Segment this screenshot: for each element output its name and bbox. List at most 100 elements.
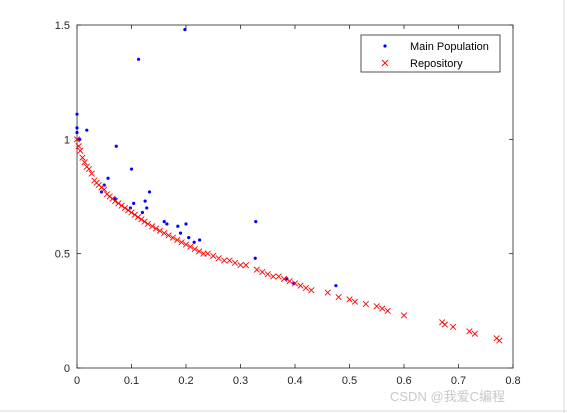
repository-point — [270, 273, 277, 280]
repository-point — [237, 261, 244, 269]
legend-box — [360, 34, 501, 73]
repository-point — [101, 186, 108, 193]
main-population-point — [143, 199, 147, 203]
x-tick-label: 0 — [74, 375, 80, 387]
repository-point — [112, 197, 119, 205]
main-population-point — [253, 256, 257, 260]
repository-point — [141, 218, 148, 225]
main-population-point — [198, 238, 202, 242]
main-population-point — [114, 144, 118, 148]
series-repository — [73, 136, 503, 344]
main-population-point — [187, 236, 191, 240]
repository-point — [169, 234, 177, 241]
x-tick-label: 0.7 — [451, 375, 466, 387]
main-population-point — [140, 210, 144, 215]
repository-point — [195, 248, 203, 255]
repository-point — [379, 305, 386, 312]
main-population-point — [184, 222, 188, 226]
repository-point — [174, 236, 181, 244]
main-population-point — [75, 126, 79, 130]
main-population-point — [254, 220, 258, 224]
repository-point — [85, 165, 93, 173]
main-population-point — [136, 57, 141, 61]
repository-point — [187, 243, 194, 250]
repository-point — [302, 284, 310, 292]
legend-marker-main-population — [383, 44, 387, 48]
main-population-point — [162, 220, 166, 224]
repository-point — [115, 200, 122, 207]
x-tick-label: 0.5 — [342, 375, 357, 387]
repository-point — [144, 220, 151, 228]
repository-point — [496, 337, 503, 344]
repository-point — [118, 202, 125, 209]
main-population-point — [192, 240, 196, 244]
main-population-point — [178, 231, 183, 235]
x-tick-label: 0.2 — [178, 375, 193, 387]
x-axis-ticks: 0 0.1 0.2 0.3 0.4 0.5 0.6 0.7 0.8 — [74, 25, 521, 387]
repository-point — [161, 229, 168, 237]
repository-point — [275, 273, 282, 280]
plot-area: 0 0.1 0.2 0.3 0.4 0.5 0.6 0.7 0.8 0 0.5 1 1.5 — [55, 20, 521, 387]
repository-point — [149, 223, 156, 230]
repository-point — [88, 170, 95, 177]
axes-box — [76, 24, 514, 369]
repository-point — [291, 280, 299, 287]
repository-point — [280, 275, 288, 282]
y-tick-label: 0.5 — [55, 249, 70, 261]
repository-point — [79, 154, 86, 161]
repository-point — [362, 300, 369, 308]
repository-point — [259, 268, 266, 276]
x-tick-label: 0.4 — [287, 375, 302, 387]
repository-point — [215, 255, 222, 262]
legend: Main Population Repository — [360, 34, 501, 73]
main-population-point — [147, 190, 152, 194]
repository-point — [264, 271, 271, 278]
repository-point — [466, 328, 473, 335]
repository-point — [373, 303, 380, 310]
repository-point — [156, 227, 163, 234]
repository-point — [131, 211, 138, 218]
repository-point — [73, 136, 81, 143]
y-tick-label: 1 — [64, 134, 70, 146]
main-population-point — [85, 128, 89, 132]
main-population-point — [106, 176, 110, 180]
main-population-point — [132, 201, 136, 205]
repository-point — [384, 307, 391, 314]
series-main-population — [75, 27, 338, 288]
repository-point — [308, 287, 315, 294]
repository-point — [125, 207, 132, 214]
main-population-point — [113, 197, 117, 201]
x-tick-label: 0.8 — [505, 375, 520, 387]
repository-point — [138, 216, 145, 223]
repository-point — [77, 147, 84, 154]
repository-point — [335, 293, 342, 301]
main-population-point — [75, 130, 79, 135]
repository-point — [226, 257, 233, 264]
repository-point — [253, 266, 260, 273]
repository-point — [471, 330, 478, 337]
main-population-point — [183, 27, 187, 32]
repository-point — [204, 250, 211, 257]
main-population-point — [334, 284, 338, 288]
main-population-point — [176, 224, 180, 228]
legend-marker-repository — [381, 59, 389, 67]
repository-point — [165, 232, 172, 239]
repository-point — [242, 261, 250, 269]
repository-point — [221, 257, 228, 264]
legend-label-main-population: Main Population — [410, 41, 489, 53]
y-tick-label: 1.5 — [55, 20, 70, 32]
repository-point — [441, 321, 448, 328]
repository-point — [121, 204, 129, 212]
repository-point — [210, 252, 217, 260]
y-tick-label: 0 — [64, 363, 70, 375]
repository-point — [134, 213, 142, 221]
repository-point — [324, 289, 331, 296]
repository-point — [346, 296, 353, 303]
repository-point — [152, 225, 160, 232]
repository-point — [81, 159, 88, 166]
repository-point — [286, 277, 293, 285]
repository-point — [178, 239, 185, 246]
x-tick-label: 0.6 — [396, 375, 411, 387]
repository-point — [231, 259, 239, 266]
